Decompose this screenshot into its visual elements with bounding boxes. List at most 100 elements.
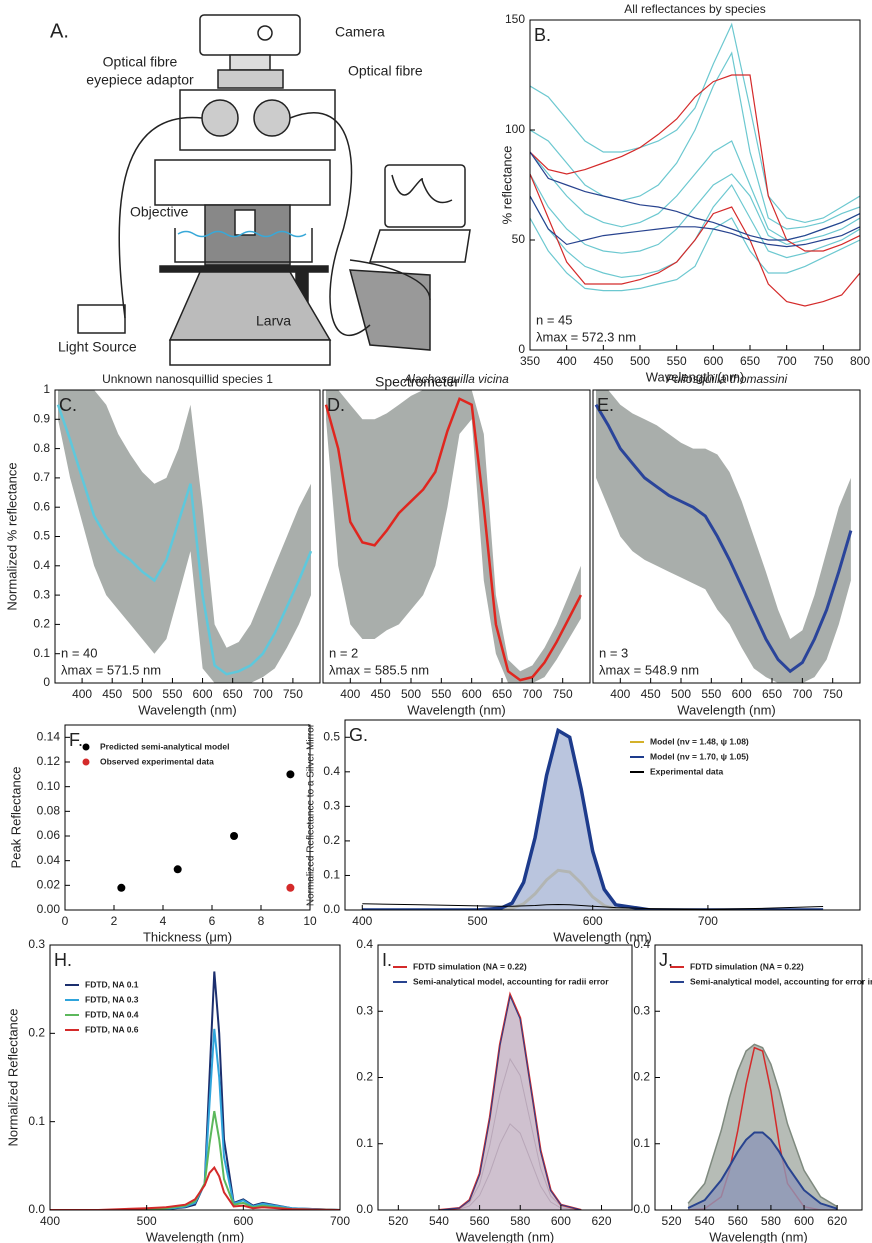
camera-mount [229,54,271,71]
y-tick-label: 0.3 [33,587,50,601]
y-tick-label: 0.2 [633,1070,650,1084]
line [530,217,860,292]
x-tick-label: 6 [209,914,216,928]
band [58,390,311,683]
y-tick-label: 0 [43,675,50,689]
line [530,151,860,241]
x-tick-label: 500 [467,914,487,928]
y-tick-label: 0.0 [356,1202,373,1216]
x-tick-label: 450 [371,687,391,701]
x-tick-label: 500 [401,687,421,701]
line [50,1028,340,1210]
x-axis-label: Wavelength (nm) [456,1229,555,1243]
keyboard [368,229,471,263]
line [50,1110,340,1210]
stage [159,265,329,273]
annotation: n = 45 [536,312,573,327]
plot-frame [322,389,591,684]
x-tick-label: 10 [303,914,317,928]
plot-frame [49,944,341,1211]
x-tick-label: 0 [62,914,69,928]
y-axis-label: Normalized % reflectance [4,462,19,610]
panel-label: I. [382,950,392,970]
x-tick-label: 450 [102,687,122,701]
x-tick-label: 540 [429,1214,449,1228]
plot [362,727,824,910]
line [324,397,583,682]
line [530,51,860,230]
label: eyepiece adaptor [86,72,194,88]
point [286,883,295,892]
y-tick-label: 0.1 [28,1114,45,1128]
x-tick-label: 520 [388,1214,408,1228]
x-tick-label: 500 [132,687,152,701]
annotation: λmax = 572.3 nm [536,329,636,344]
plot-frame [529,19,861,351]
y-tick-label: 0.06 [37,828,61,842]
eyepiece-left [201,99,239,137]
plot [438,991,582,1210]
y-tick-label: 1 [43,382,50,396]
x-tick-label: 450 [593,354,613,368]
line [50,971,340,1210]
line [438,994,582,1210]
x-tick-label: 600 [551,1214,571,1228]
area [438,994,582,1210]
annotation: n = 3 [599,645,628,660]
x-tick-label: 600 [583,914,603,928]
legend-marker [82,758,90,766]
y-tick-label: 150 [505,12,525,26]
annotation: n = 40 [61,645,98,660]
x-axis-label: Wavelength (nm) [146,1229,245,1243]
plot [56,390,313,683]
x-tick-label: 500 [630,354,650,368]
legend-label: Predicted semi-analytical model [100,741,229,751]
point [230,832,239,840]
y-tick-label: 0.2 [33,617,50,631]
y-tick-label: 0.0 [633,1202,650,1216]
line [362,903,824,910]
y-tick-label: 0.14 [37,730,61,744]
x-tick-label: 800 [850,354,870,368]
band [326,390,581,683]
line [50,1165,340,1210]
objective [234,209,256,236]
x-tick-label: 580 [510,1214,530,1228]
x-tick-label: 750 [823,687,843,701]
band [596,390,851,683]
plot [50,971,340,1210]
area [362,730,824,910]
base-plate [169,339,331,366]
x-tick-label: 650 [740,354,760,368]
x-tick-label: 700 [698,914,718,928]
legend-label: FDTD, NA 0.3 [85,994,139,1004]
x-tick-label: 2 [111,914,118,928]
x-tick-label: 650 [492,687,512,701]
x-tick-label: 750 [813,354,833,368]
y-tick-label: 0.4 [356,937,373,951]
x-tick-label: 620 [827,1214,847,1228]
label: Camera [335,24,385,40]
x-tick-label: 450 [641,687,661,701]
point [286,770,295,779]
area [688,1132,838,1210]
camera-lens [257,25,273,41]
plot-frame [377,944,633,1211]
line [687,1131,838,1210]
x-tick-label: 600 [462,687,482,701]
x-tick-label: 700 [522,687,542,701]
line [530,74,860,252]
panel-label: G. [349,725,368,745]
y-tick-label: 0.10 [37,779,61,793]
light-source [77,304,126,334]
x-tick-label: 600 [233,1214,253,1228]
x-tick-label: 600 [732,687,752,701]
microscope-body [154,159,331,206]
plot-frame [592,389,861,684]
legend-label: Observed experimental data [100,756,214,766]
line [56,404,313,676]
panel-label: E. [597,395,614,415]
chart-title: All reflectances by species [624,2,765,16]
line [530,22,860,224]
